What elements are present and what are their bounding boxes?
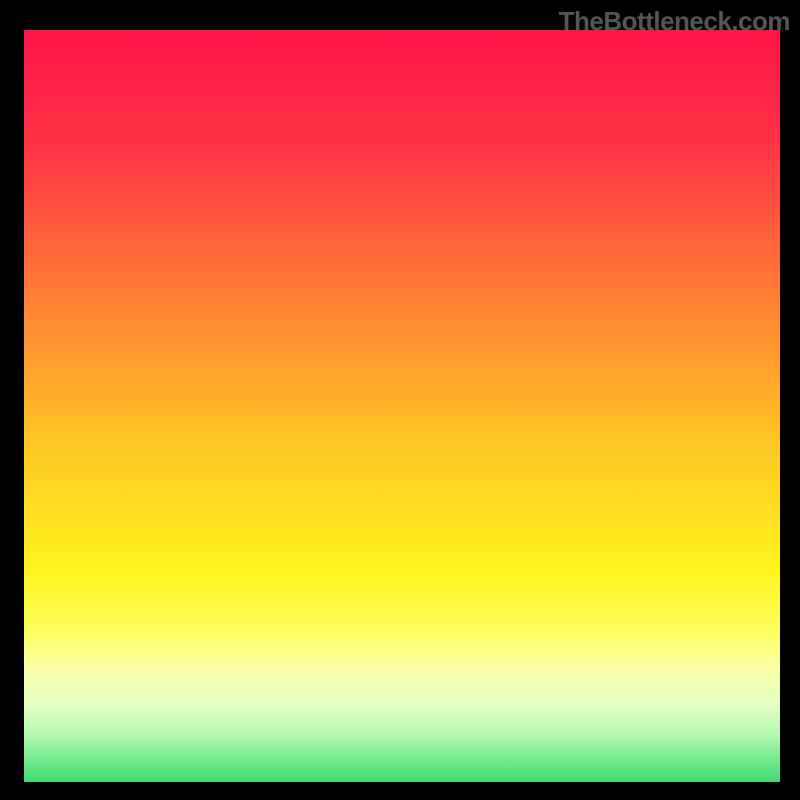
background-gradient <box>24 30 780 782</box>
chart-frame: TheBottleneck.com <box>0 0 800 800</box>
plot-area <box>24 30 780 782</box>
